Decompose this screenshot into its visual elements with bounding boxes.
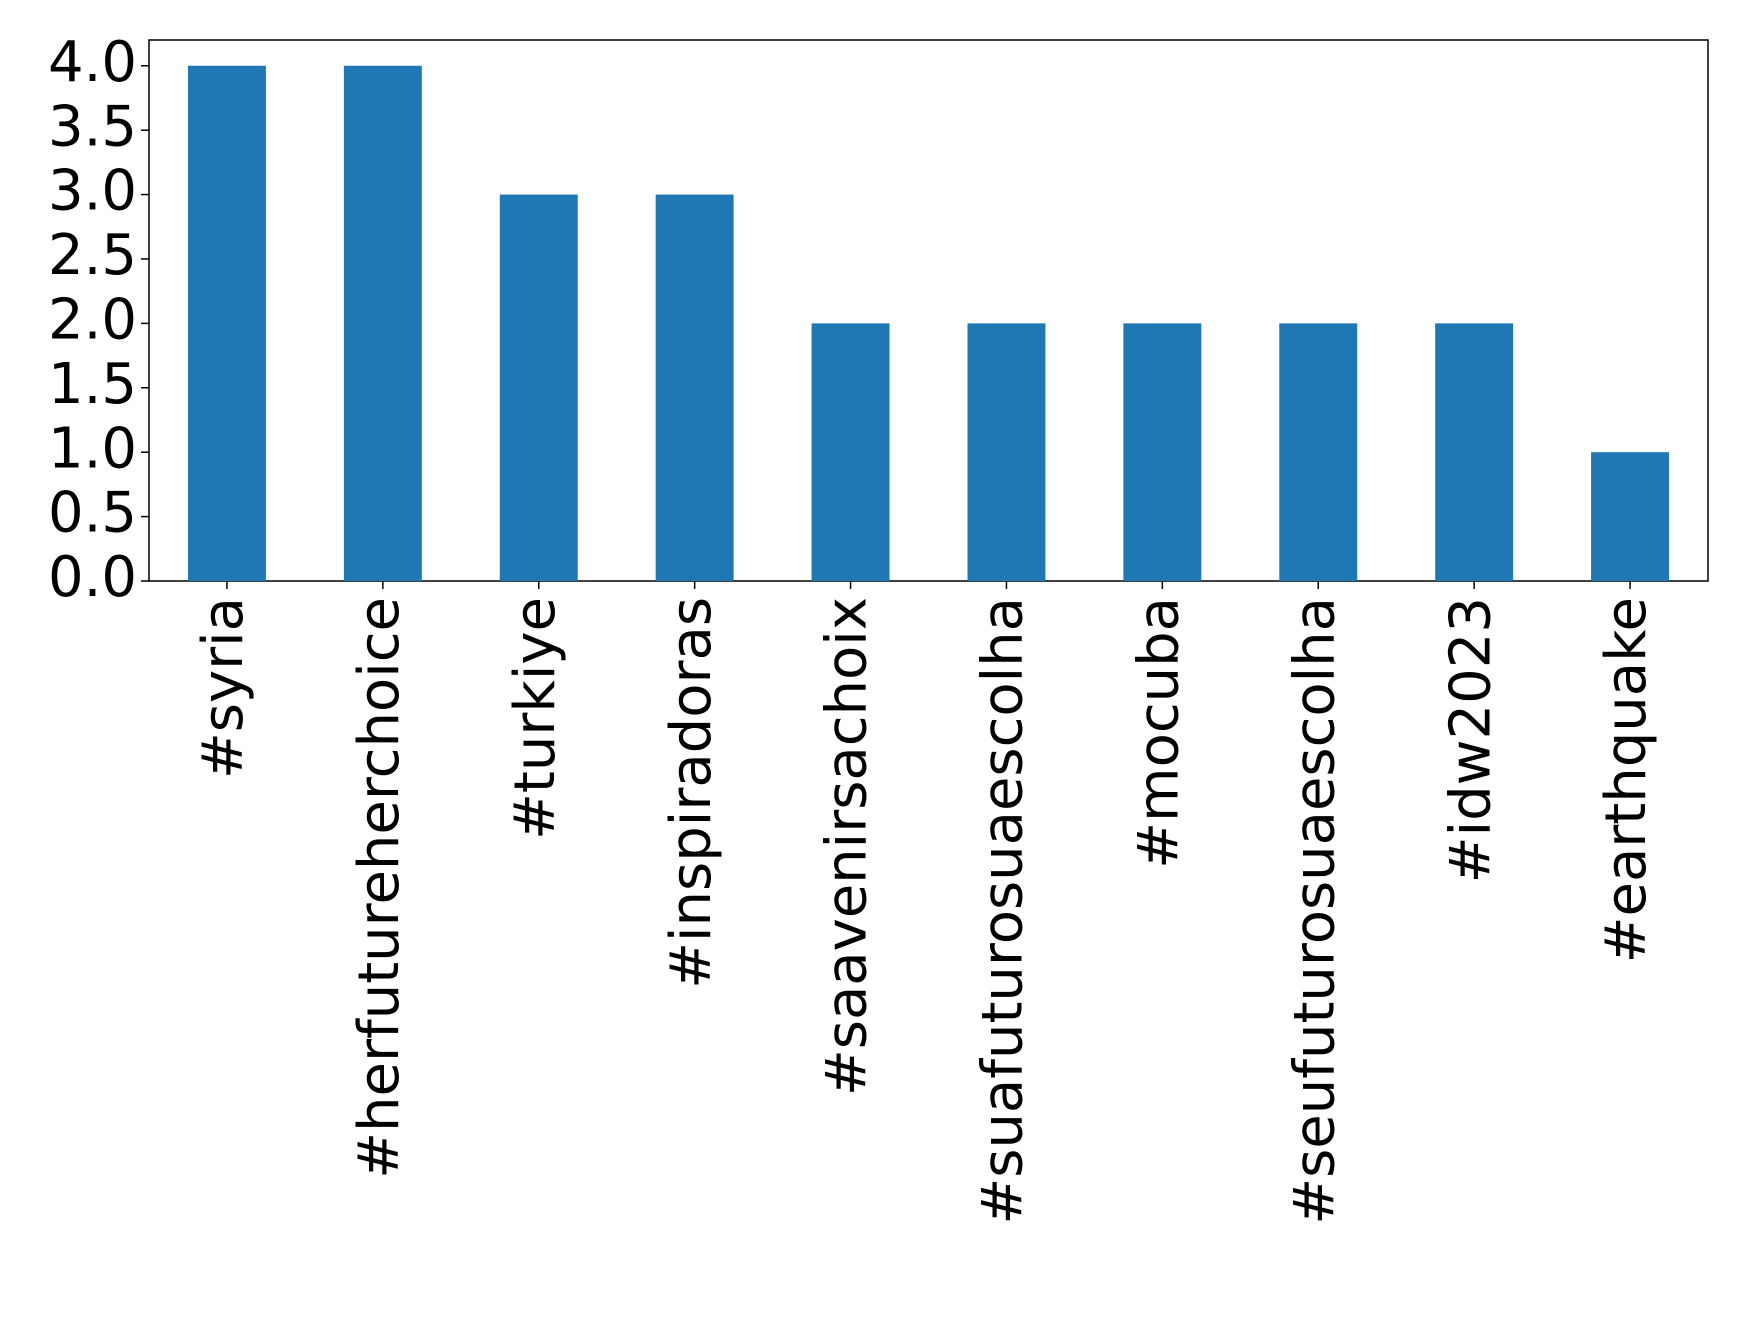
y-tick-label: 3.5 (48, 94, 137, 159)
x-tick-label: #suafuturosuaescolha (971, 597, 1036, 1225)
bar (967, 323, 1046, 581)
bar (1123, 323, 1202, 581)
bar (655, 194, 734, 582)
y-tick-label: 2.5 (48, 223, 137, 288)
x-tick-label: #syria (191, 597, 256, 779)
x-tick-label: #inspiradoras (659, 597, 724, 989)
y-tick-label: 0.0 (48, 545, 137, 610)
y-tick-label: 2.0 (48, 288, 137, 353)
x-tick-label: #earthquake (1594, 597, 1659, 963)
y-tick-label: 4.0 (48, 30, 137, 95)
x-tick-label: #mocuba (1126, 597, 1191, 869)
x-tick-label: #herfutureherchoice (347, 597, 412, 1179)
x-tick-label: #saavenirsachoix (815, 597, 880, 1096)
x-tick-label: #idw2023 (1438, 597, 1503, 883)
bar (1591, 452, 1670, 581)
bar (343, 65, 422, 581)
plot-frame (148, 39, 1709, 582)
bar (499, 194, 578, 582)
bar (1435, 323, 1514, 581)
y-tick-label: 0.5 (48, 481, 137, 546)
x-tick-label: #turkiye (503, 597, 568, 840)
bar (811, 323, 890, 581)
y-tick-label: 3.0 (48, 159, 137, 224)
bar (187, 65, 266, 581)
bar (1279, 323, 1358, 581)
y-tick-label: 1.5 (48, 352, 137, 417)
y-tick-label: 1.0 (48, 416, 137, 481)
x-tick-label: #seufuturosuaescolha (1282, 597, 1347, 1225)
